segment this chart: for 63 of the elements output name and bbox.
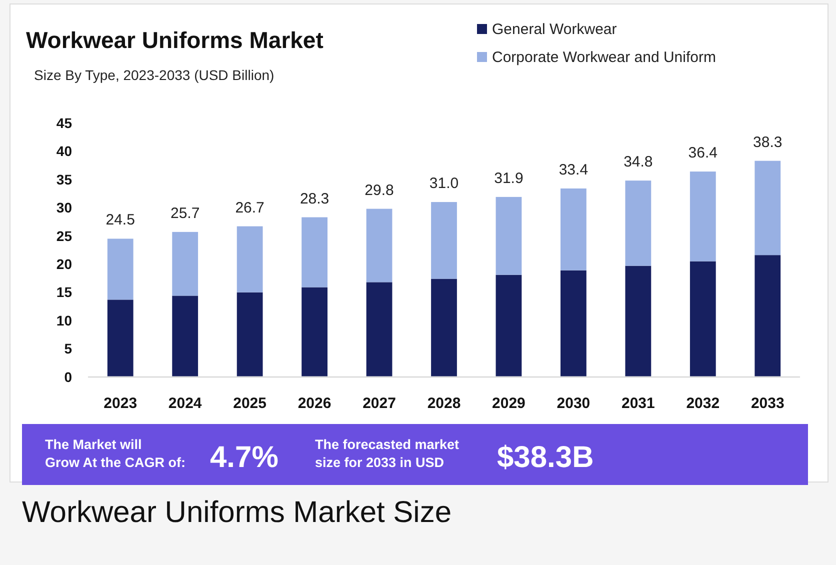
bar	[236, 226, 263, 292]
bar	[625, 180, 652, 266]
y-tick-label: 10	[56, 312, 72, 328]
x-tick-label: 2023	[104, 395, 138, 412]
total-label: 31.0	[429, 175, 459, 192]
y-tick-label: 25	[56, 228, 72, 244]
bar	[496, 274, 522, 377]
x-tick-label: 2024	[168, 395, 202, 412]
total-label: 24.5	[106, 212, 135, 229]
bar	[431, 278, 457, 377]
bar	[431, 202, 457, 279]
x-tick-label: 2033	[750, 395, 784, 412]
bar	[754, 255, 781, 377]
total-label: 29.8	[364, 182, 394, 199]
x-tick-label: 2028	[427, 395, 461, 412]
total-label: 34.8	[624, 154, 653, 171]
y-tick-label: 30	[56, 200, 72, 216]
bar	[107, 300, 134, 377]
x-tick-label: 2026	[298, 395, 332, 412]
y-tick-label: 40	[56, 143, 72, 160]
total-label: 26.7	[235, 199, 264, 216]
x-tick-label: 2029	[492, 395, 526, 412]
x-tick-label: 2031	[621, 395, 655, 412]
legend-label: General Workwear	[492, 21, 617, 38]
bar	[172, 232, 198, 296]
bar	[302, 217, 328, 288]
y-tick-label: 15	[56, 284, 72, 300]
y-tick-label: 45	[56, 114, 72, 131]
bar	[107, 238, 134, 300]
bar	[690, 172, 716, 262]
total-label: 28.3	[300, 190, 330, 208]
y-tick-label: 20	[56, 256, 72, 272]
y-tick-label: 0	[64, 368, 72, 385]
total-label: 25.7	[170, 204, 200, 222]
bar	[366, 282, 392, 377]
x-tick-label: 2030	[556, 395, 590, 412]
total-label: 36.4	[688, 144, 718, 162]
chart-title: Workwear Uniforms Market	[26, 27, 324, 53]
chart-subtitle: Size By Type, 2023-2033 (USD Billion)	[34, 67, 274, 83]
text: $38.3B	[497, 441, 594, 474]
total-label: 38.3	[753, 134, 782, 151]
y-tick-label: 35	[56, 171, 72, 188]
bar	[236, 292, 263, 377]
text: The Market will Grow At the CAGR of:	[45, 437, 186, 470]
bar	[302, 287, 328, 377]
y-tick-label: 5	[64, 340, 72, 357]
bar	[172, 296, 198, 377]
bar	[690, 261, 716, 377]
legend-label: Corporate Workwear and Uniform	[492, 49, 716, 66]
text: Workwear Uniforms Market Size	[22, 496, 452, 529]
bar	[496, 196, 522, 275]
bar	[560, 188, 586, 270]
bar	[366, 208, 392, 282]
x-tick-label: 2027	[362, 395, 396, 412]
x-tick-label: 2032	[686, 395, 720, 412]
total-label: 33.4	[558, 161, 588, 178]
x-tick-label: 2025	[233, 395, 267, 412]
bar	[560, 270, 586, 377]
text: The forecasted market size for 2033 in USD	[315, 437, 460, 470]
bar	[754, 160, 781, 256]
total-label: 31.9	[494, 170, 524, 187]
bar	[625, 266, 652, 377]
text: 4.7%	[210, 441, 278, 474]
